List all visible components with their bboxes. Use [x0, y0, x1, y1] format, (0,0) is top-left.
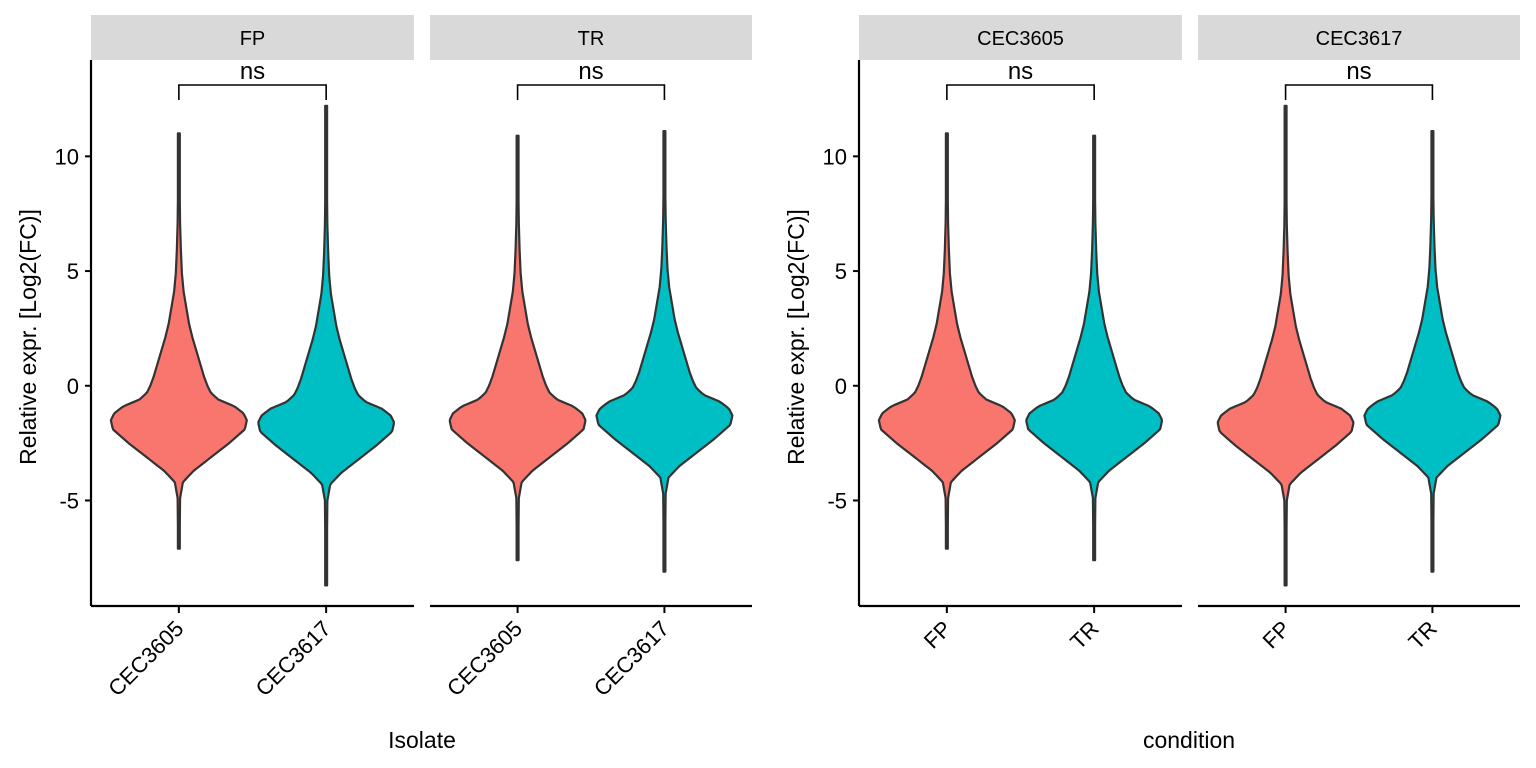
facet-panel-cec3605: CEC3605 FP TR ns [859, 15, 1182, 654]
significance-bracket [178, 84, 327, 100]
x-tick-label: FP [1258, 616, 1296, 654]
violin-fp [877, 132, 1016, 550]
violin-cec3605 [109, 132, 248, 550]
facet-panel-cec3617: CEC3617 FP TR ns [1198, 15, 1520, 654]
y-tick-label: -5 [59, 488, 79, 513]
x-tick-label: CEC3605 [103, 616, 188, 701]
x-tick-label: CEC3617 [251, 616, 336, 701]
facet-strip-label: CEC3617 [1316, 28, 1403, 50]
facet-panel-tr: TR CEC3605 CEC3617 ns [430, 15, 752, 701]
violin-fp [1216, 104, 1355, 587]
y-tick-label: 5 [835, 259, 847, 284]
violin-tr [1025, 134, 1164, 562]
y-tick-label: 0 [835, 374, 847, 399]
y-axis-title: Relative expr. [Log2(FC)] [15, 209, 41, 465]
x-axis-title: Isolate [388, 727, 456, 753]
x-tick-label: CEC3617 [589, 616, 674, 701]
y-tick-label: -5 [827, 488, 847, 513]
violin-cec3617 [595, 130, 734, 573]
facet-strip-label: FP [240, 28, 266, 50]
significance-label: ns [578, 58, 603, 85]
chart-group-1: -5 0 5 10 Relative expr. [Log2(FC)] Isolate FP… [15, 15, 752, 753]
facet-strip-label: CEC3605 [977, 28, 1064, 50]
y-tick-label: 0 [67, 374, 79, 399]
x-tick-label: FP [919, 616, 957, 654]
y-tick-label: 5 [67, 259, 79, 284]
facet-strip [859, 15, 1182, 60]
significance-bracket [1284, 84, 1434, 100]
significance-bracket [516, 84, 666, 100]
violin-tr [1363, 130, 1502, 573]
facet-panel-fp: FP CEC3605 CEC3617 ns [91, 15, 414, 701]
facet-strip [1198, 15, 1520, 60]
y-tick-label: 10 [55, 144, 79, 169]
significance-label: ns [1346, 58, 1371, 85]
facet-strip-label: TR [578, 28, 605, 50]
facet-strip [91, 15, 414, 60]
x-axis-title: condition [1143, 727, 1235, 753]
violin-cec3617 [257, 104, 395, 587]
violin-cec3605 [448, 134, 587, 562]
y-axis-title: Relative expr. [Log2(FC)] [783, 209, 809, 465]
y-tick-label: 10 [823, 144, 847, 169]
chart-group-2: -5 0 5 10 Relative expr. [Log2(FC)] condition… [783, 15, 1520, 753]
significance-label: ns [240, 58, 265, 85]
significance-bracket [946, 84, 1095, 100]
x-tick-label: TR [1065, 616, 1103, 654]
significance-label: ns [1008, 58, 1033, 85]
x-tick-label: CEC3605 [442, 616, 527, 701]
x-tick-label: TR [1404, 616, 1442, 654]
facet-strip [430, 15, 752, 60]
